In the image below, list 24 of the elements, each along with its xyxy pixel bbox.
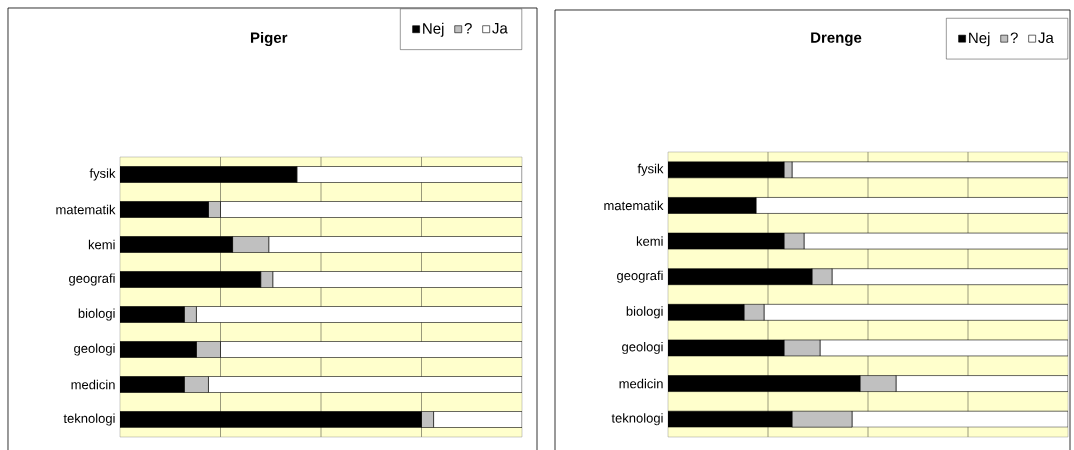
y-tick-label: geografi bbox=[69, 273, 115, 286]
y-tick-label: matematik bbox=[604, 200, 664, 211]
y-tick-label: medicin bbox=[619, 378, 663, 389]
y-tick-label: geologi bbox=[74, 343, 115, 356]
y-tick-label: fysik bbox=[89, 168, 116, 181]
y-tick-label: biologi bbox=[626, 306, 663, 319]
y-tick-label: teknologi bbox=[611, 413, 663, 426]
legend-label: Ja bbox=[1038, 32, 1054, 43]
legend-label: ? bbox=[464, 23, 472, 34]
y-tick-label: matematik bbox=[56, 204, 116, 215]
y-tick-label: kemi bbox=[636, 236, 663, 246]
y-tick-label: biologi bbox=[78, 308, 115, 321]
y-tick-label: medicin bbox=[71, 379, 115, 390]
y-tick-label: teknologi bbox=[63, 413, 115, 426]
y-tick-label: fysik bbox=[637, 163, 664, 176]
legend-label: ? bbox=[1010, 32, 1018, 43]
y-tick-label: geografi bbox=[617, 270, 663, 283]
chart-title: Piger bbox=[250, 31, 288, 47]
y-tick-label: geologi bbox=[622, 341, 663, 354]
legend-label: Nej bbox=[969, 32, 990, 47]
legend-label: Ja bbox=[492, 23, 508, 34]
legend-label: Nej bbox=[423, 22, 444, 37]
chart-title: Drenge bbox=[811, 32, 862, 46]
y-tick-label: kemi bbox=[88, 239, 115, 250]
